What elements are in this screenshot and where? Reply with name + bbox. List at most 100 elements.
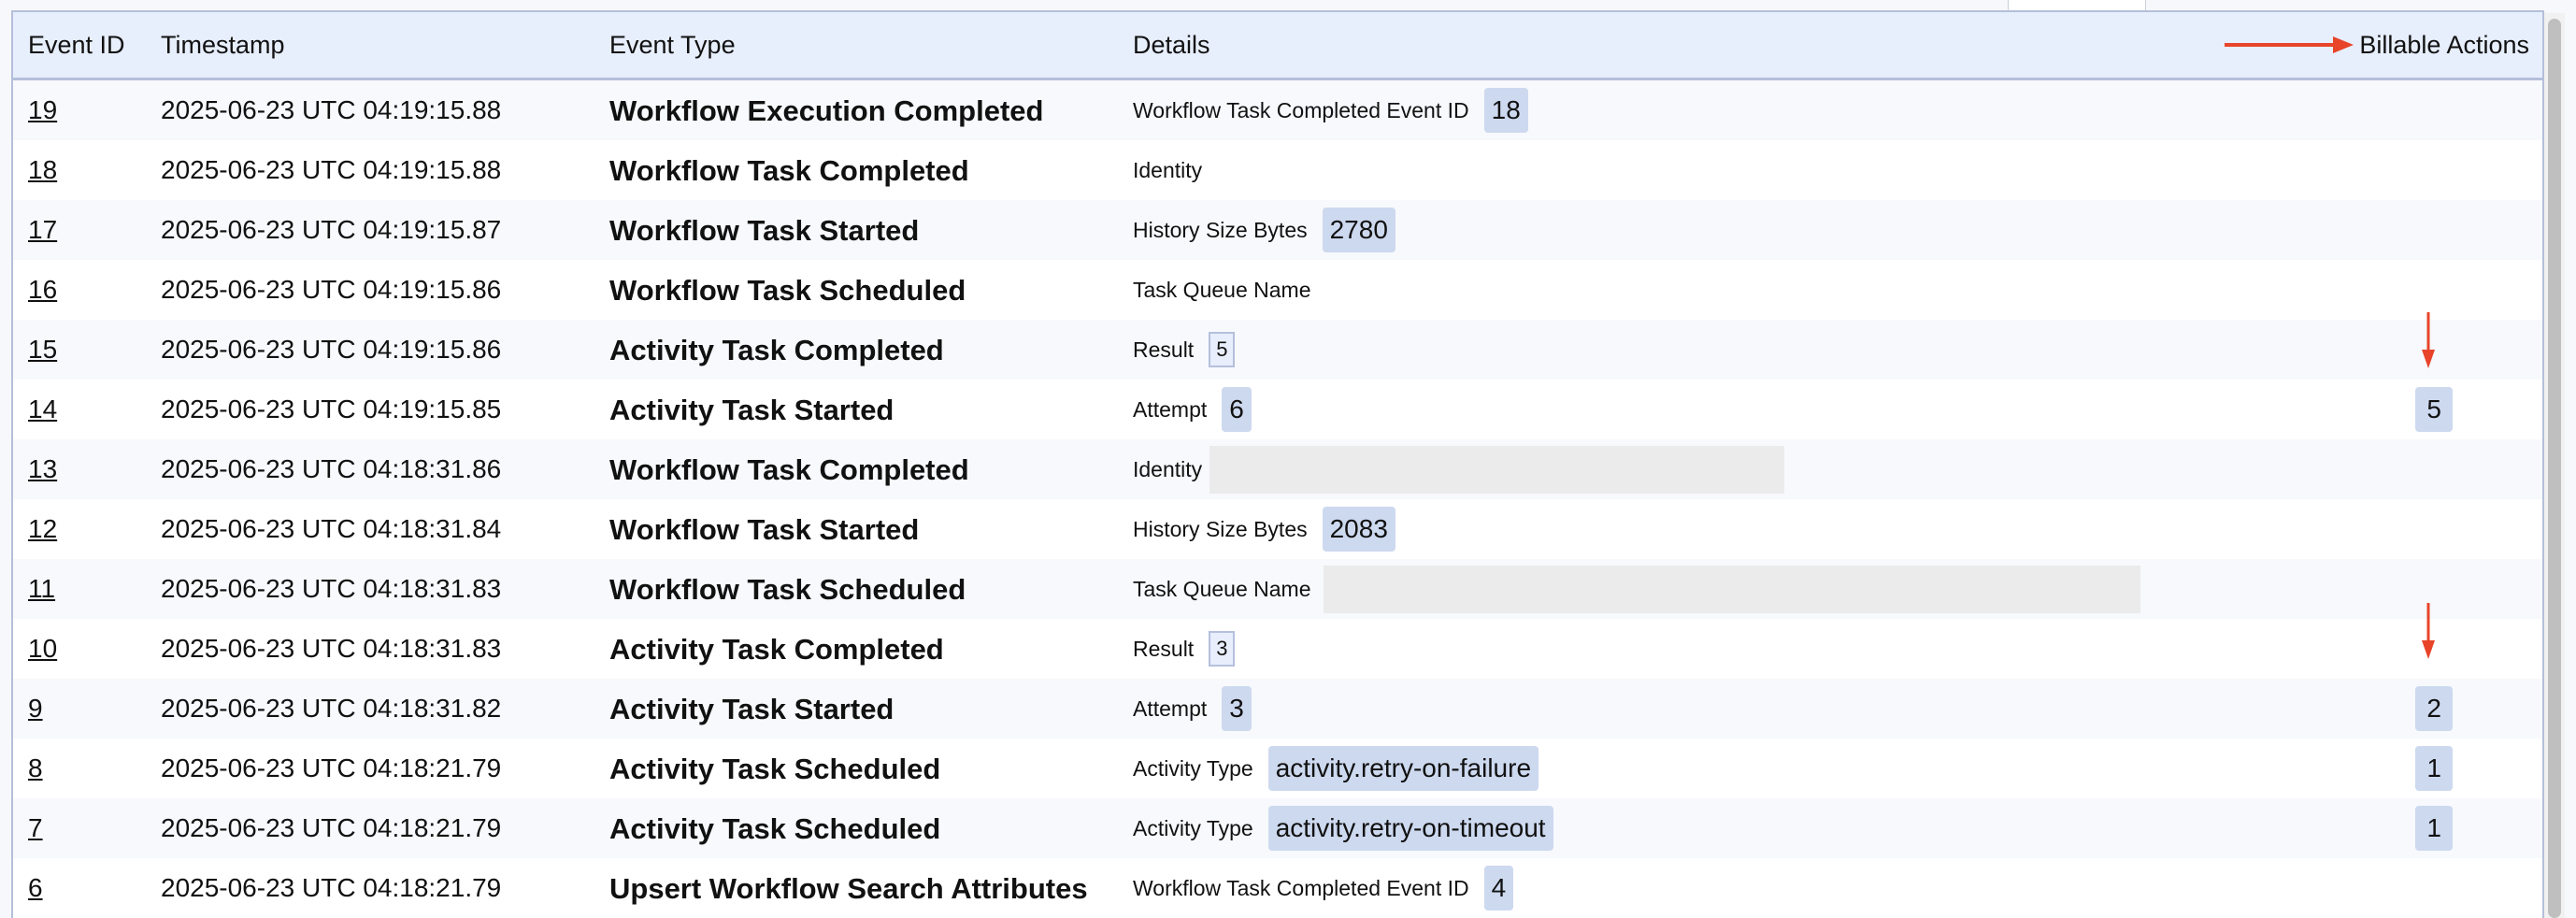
event-id-link[interactable]: 15 — [28, 335, 58, 364]
timestamp: 2025-06-23 UTC 04:19:15.85 — [161, 394, 502, 423]
table-row[interactable]: 19 2025-06-23 UTC 04:19:15.88 Workflow E… — [13, 80, 2542, 140]
event-id-link[interactable]: 19 — [28, 95, 58, 124]
event-id-link[interactable]: 16 — [28, 275, 58, 304]
timestamp: 2025-06-23 UTC 04:18:31.86 — [161, 454, 502, 483]
event-type: Workflow Task Started — [609, 513, 920, 546]
scrollbar-thumb[interactable] — [2548, 19, 2561, 918]
details: Task Queue Name — [1133, 260, 1310, 320]
event-type: Workflow Task Completed — [609, 154, 969, 187]
event-type: Upsert Workflow Search Attributes — [609, 872, 1088, 905]
timestamp: 2025-06-23 UTC 04:19:15.86 — [161, 275, 502, 304]
event-type: Activity Task Completed — [609, 633, 944, 666]
event-id-link[interactable]: 11 — [28, 574, 56, 603]
table-row[interactable]: 9 2025-06-23 UTC 04:18:31.82 Activity Ta… — [13, 679, 2542, 739]
details: Task Queue Name — [1133, 559, 2141, 619]
timestamp: 2025-06-23 UTC 04:18:21.79 — [161, 753, 502, 782]
detail-value-badge: 18 — [1483, 88, 1528, 133]
table-row[interactable]: 10 2025-06-23 UTC 04:18:31.83 Activity T… — [13, 619, 2542, 679]
event-type: Workflow Task Scheduled — [609, 274, 966, 307]
event-type: Activity Task Scheduled — [609, 812, 941, 845]
timestamp: 2025-06-23 UTC 04:18:31.82 — [161, 694, 502, 723]
timestamp: 2025-06-23 UTC 04:18:31.83 — [161, 574, 502, 603]
table-row[interactable]: 14 2025-06-23 UTC 04:19:15.85 Activity T… — [13, 380, 2542, 439]
header-details[interactable]: Details — [1133, 31, 1210, 59]
details: History Size Bytes 2083 — [1133, 499, 1395, 559]
timestamp: 2025-06-23 UTC 04:19:15.88 — [161, 155, 502, 184]
details: Identity — [1133, 439, 1785, 499]
event-id-link[interactable]: 13 — [28, 454, 58, 483]
header-timestamp[interactable]: Timestamp — [161, 31, 285, 59]
detail-label: Activity Type — [1133, 815, 1253, 840]
table-row[interactable]: 15 2025-06-23 UTC 04:19:15.86 Activity T… — [13, 320, 2542, 380]
details: Workflow Task Completed Event ID 4 — [1133, 858, 1514, 918]
details: Result 5 — [1133, 320, 1236, 380]
table-header: Event ID Timestamp Event Type Details Bi… — [13, 12, 2542, 80]
detail-label: Activity Type — [1133, 755, 1253, 781]
details: Result 3 — [1133, 619, 1236, 679]
annotation-arrow-right-icon — [2225, 36, 2354, 53]
detail-label: Result — [1133, 337, 1195, 362]
detail-label: History Size Bytes — [1133, 516, 1308, 541]
timestamp: 2025-06-23 UTC 04:19:15.88 — [161, 95, 502, 124]
detail-label: Result — [1133, 636, 1195, 661]
details: Workflow Task Completed Event ID 18 — [1133, 80, 1528, 140]
header-event-id[interactable]: Event ID — [28, 31, 125, 59]
timestamp: 2025-06-23 UTC 04:18:31.84 — [161, 514, 502, 543]
table-row[interactable]: 7 2025-06-23 UTC 04:18:21.79 Activity Ta… — [13, 798, 2542, 858]
event-id-link[interactable]: 14 — [28, 394, 58, 423]
table-row[interactable]: 13 2025-06-23 UTC 04:18:31.86 Workflow T… — [13, 439, 2542, 499]
table-body: 19 2025-06-23 UTC 04:19:15.88 Workflow E… — [13, 80, 2542, 918]
annotation-arrow-down-icon — [2422, 312, 2435, 368]
timestamp: 2025-06-23 UTC 04:19:15.87 — [161, 215, 502, 244]
detail-label: Task Queue Name — [1133, 576, 1311, 601]
table-row[interactable]: 12 2025-06-23 UTC 04:18:31.84 Workflow T… — [13, 499, 2542, 559]
annotation-arrow-down-icon — [2422, 603, 2435, 659]
billable-actions-badge: 1 — [2415, 806, 2453, 851]
header-billable-actions[interactable]: Billable Actions — [2359, 31, 2529, 59]
scrollbar[interactable] — [2544, 13, 2565, 918]
detail-value-badge: activity.retry-on-failure — [1267, 746, 1539, 791]
event-id-link[interactable]: 12 — [28, 514, 58, 543]
redacted-value — [1324, 565, 2141, 613]
event-id-link[interactable]: 17 — [28, 215, 58, 244]
table-row[interactable]: 8 2025-06-23 UTC 04:18:21.79 Activity Ta… — [13, 739, 2542, 798]
detail-value-box[interactable]: 3 — [1209, 631, 1236, 667]
timestamp: 2025-06-23 UTC 04:18:31.83 — [161, 634, 502, 663]
details: History Size Bytes 2780 — [1133, 200, 1395, 260]
event-id-link[interactable]: 18 — [28, 155, 58, 184]
redacted-value — [1209, 445, 1785, 494]
timestamp: 2025-06-23 UTC 04:18:21.79 — [161, 813, 502, 842]
detail-value-badge: 3 — [1222, 686, 1252, 731]
event-id-link[interactable]: 6 — [28, 873, 43, 902]
detail-value-badge: 6 — [1222, 387, 1252, 432]
billable-actions-badge: 2 — [2415, 686, 2453, 731]
detail-label: Identity — [1133, 456, 1203, 481]
detail-value-badge: activity.retry-on-timeout — [1267, 806, 1553, 851]
event-history-table: Event ID Timestamp Event Type Details Bi… — [11, 10, 2544, 918]
table-row[interactable]: 18 2025-06-23 UTC 04:19:15.88 Workflow T… — [13, 140, 2542, 200]
billable-actions-badge: 1 — [2415, 746, 2453, 791]
detail-value-badge: 2083 — [1322, 507, 1395, 552]
event-type: Workflow Task Completed — [609, 453, 969, 486]
event-type: Activity Task Scheduled — [609, 753, 941, 785]
detail-label: Task Queue Name — [1133, 277, 1311, 302]
table-row[interactable]: 6 2025-06-23 UTC 04:18:21.79 Upsert Work… — [13, 858, 2542, 918]
event-id-link[interactable]: 9 — [28, 694, 43, 723]
detail-label: Identity — [1133, 157, 1203, 182]
table-row[interactable]: 16 2025-06-23 UTC 04:19:15.86 Workflow T… — [13, 260, 2542, 320]
detail-value-badge: 4 — [1483, 866, 1514, 911]
event-id-link[interactable]: 10 — [28, 634, 58, 663]
event-type: Workflow Execution Completed — [609, 94, 1044, 127]
details: Identity — [1133, 140, 1202, 200]
event-id-link[interactable]: 7 — [28, 813, 43, 842]
detail-value-box[interactable]: 5 — [1209, 332, 1236, 367]
detail-value-badge: 2780 — [1322, 208, 1395, 252]
billable-actions-badge: 5 — [2415, 387, 2453, 432]
table-row[interactable]: 11 2025-06-23 UTC 04:18:31.83 Workflow T… — [13, 559, 2542, 619]
table-row[interactable]: 17 2025-06-23 UTC 04:19:15.87 Workflow T… — [13, 200, 2542, 260]
event-id-link[interactable]: 8 — [28, 753, 43, 782]
event-type: Activity Task Completed — [609, 334, 944, 366]
timestamp: 2025-06-23 UTC 04:18:21.79 — [161, 873, 502, 902]
details: Activity Type activity.retry-on-failure — [1133, 739, 1539, 798]
header-event-type[interactable]: Event Type — [609, 31, 736, 59]
